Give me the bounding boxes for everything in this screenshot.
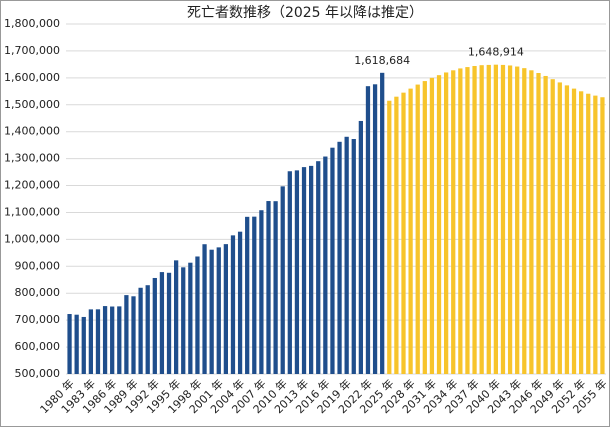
bar (166, 272, 172, 374)
bar (472, 66, 477, 374)
bar (188, 262, 193, 374)
y-tick-label: 1,800,000 (4, 17, 60, 30)
bar (507, 65, 513, 374)
bar (344, 136, 349, 374)
bar (74, 314, 79, 374)
y-tick-label: 600,000 (15, 340, 61, 353)
bar (586, 93, 591, 374)
bar (536, 73, 541, 374)
bar (522, 68, 527, 375)
bar (600, 97, 605, 374)
bar (124, 295, 129, 374)
bar (415, 84, 420, 375)
bar (401, 92, 406, 375)
bar (81, 316, 86, 374)
y-tick-label: 1,400,000 (4, 125, 60, 138)
bar (543, 75, 548, 374)
bar (365, 86, 371, 375)
bar (131, 296, 136, 374)
bar (110, 306, 115, 374)
bar (422, 81, 427, 375)
bar (316, 161, 321, 374)
bar (230, 235, 236, 374)
bar (280, 186, 285, 374)
bar (301, 167, 307, 374)
y-tick-label: 500,000 (15, 367, 61, 380)
bar (387, 100, 392, 374)
data-label: 1,648,914 (468, 46, 524, 59)
bar (102, 306, 108, 374)
bar (323, 156, 328, 374)
bar (287, 171, 292, 374)
y-tick-label: 1,700,000 (4, 44, 60, 57)
bar (216, 247, 221, 374)
bar (145, 285, 150, 374)
bar (337, 141, 342, 374)
bar (209, 249, 214, 374)
y-tick-label: 1,000,000 (4, 232, 60, 245)
bar (408, 88, 413, 374)
bar (436, 75, 442, 375)
bar (593, 95, 598, 374)
bar (429, 77, 435, 374)
bar (152, 277, 157, 374)
bar (515, 66, 520, 375)
bar (493, 64, 498, 374)
bar (557, 82, 562, 374)
bar (174, 260, 179, 374)
bar (571, 88, 577, 374)
bar (444, 72, 449, 374)
bar (465, 67, 470, 375)
bar (273, 201, 278, 374)
y-tick-label: 900,000 (15, 259, 61, 272)
bar (579, 91, 584, 375)
bar (181, 267, 186, 374)
data-label: 1,618,684 (354, 54, 410, 67)
bar (202, 244, 207, 374)
bar (564, 85, 570, 374)
bar (294, 170, 300, 374)
bar (88, 309, 93, 374)
bar (372, 84, 378, 375)
bar (237, 231, 243, 374)
bar (266, 201, 271, 374)
bar (67, 314, 72, 374)
chart-title: 死亡者数推移（2025 年以降は推定） (187, 5, 423, 21)
bar (380, 72, 385, 374)
bar (117, 306, 122, 374)
bar (159, 272, 165, 374)
y-tick-label: 800,000 (15, 286, 61, 299)
bar (259, 210, 264, 374)
bar (479, 65, 484, 374)
y-tick-label: 1,200,000 (4, 179, 60, 192)
bar (309, 165, 314, 374)
bar (500, 64, 506, 374)
bar (252, 216, 257, 374)
y-tick-label: 1,500,000 (4, 98, 60, 111)
bar (486, 64, 491, 374)
bar (223, 244, 228, 374)
y-tick-label: 1,300,000 (4, 152, 60, 165)
bar (138, 287, 143, 374)
bar (458, 68, 463, 374)
bar (550, 79, 555, 374)
bar (529, 70, 534, 375)
y-tick-label: 1,600,000 (4, 71, 60, 84)
bar (351, 139, 356, 374)
y-tick-label: 1,100,000 (4, 205, 60, 218)
bar (330, 147, 335, 374)
bar (95, 309, 101, 374)
bar (195, 256, 200, 374)
y-tick-label: 700,000 (15, 313, 61, 326)
bar (394, 96, 399, 374)
bar (245, 216, 250, 374)
bar (451, 70, 456, 375)
bar (358, 120, 363, 374)
